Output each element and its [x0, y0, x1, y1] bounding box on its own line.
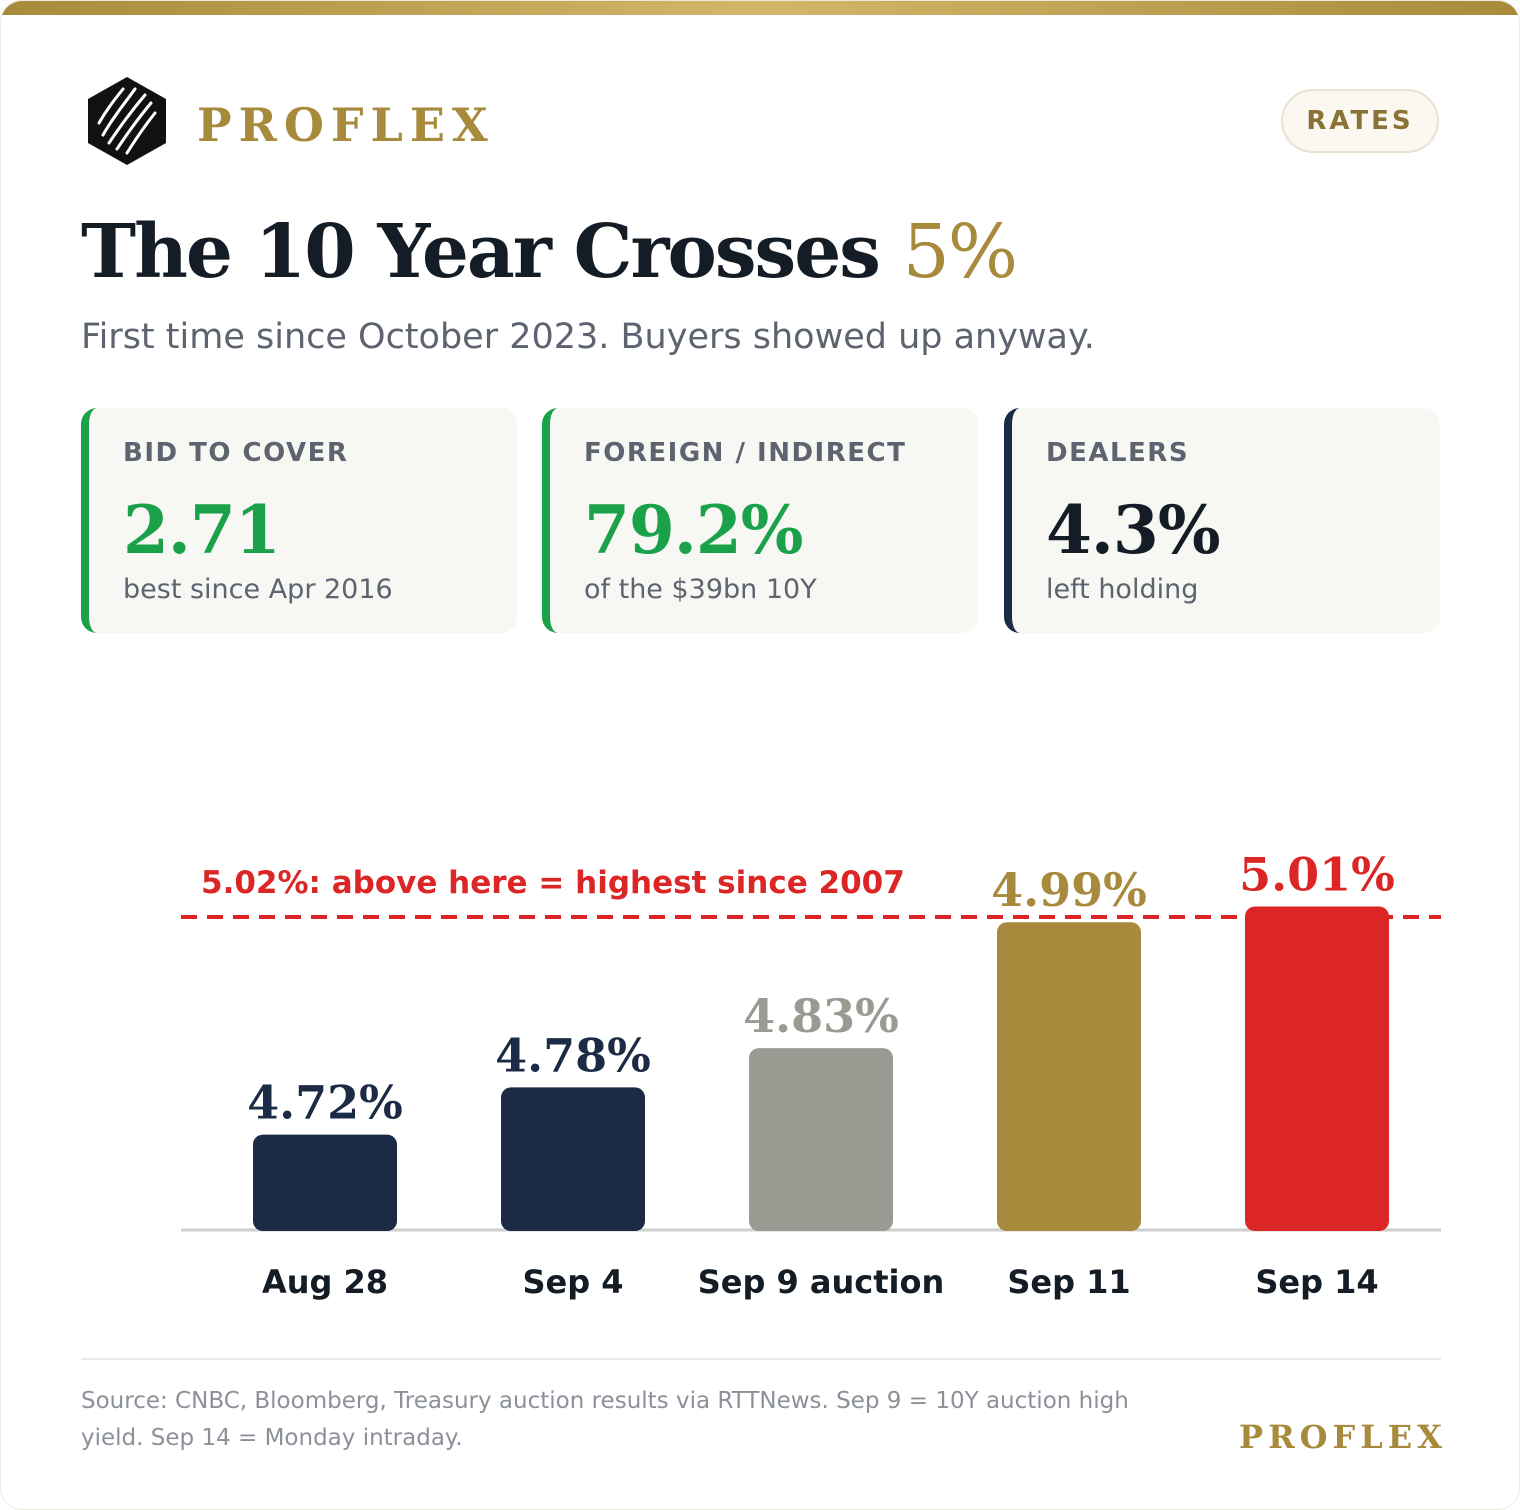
bar-value-label: 4.72%	[247, 1076, 403, 1130]
source-note: Source: CNBC, Bloomberg, Treasury auctio…	[81, 1388, 1129, 1451]
page-subtitle: First time since October 2023. Buyers sh…	[81, 317, 1095, 357]
stat-card-foreign-indirect: FOREIGN / INDIRECT 79.2% of the $39bn 10…	[542, 408, 978, 633]
stat-value: 2.71	[123, 491, 281, 569]
stat-label: DEALERS	[1046, 438, 1190, 468]
bar-1	[253, 1134, 397, 1231]
title-accent: 5%	[902, 209, 1018, 295]
stat-note: left holding	[1046, 574, 1199, 605]
bar-value-label: 4.78%	[495, 1028, 651, 1082]
stat-label: FOREIGN / INDIRECT	[584, 438, 907, 468]
category-label: Sep 14	[1255, 1263, 1378, 1301]
category-label: Sep 9 auction	[698, 1263, 945, 1301]
brand-name: PROFLEX	[197, 98, 495, 152]
category-tag: RATES	[1281, 89, 1439, 153]
title-main: The 10 Year Crosses	[81, 209, 881, 295]
category-label: Aug 28	[262, 1263, 388, 1301]
stat-card-dealers: DEALERS 4.3% left holding	[1004, 408, 1440, 633]
bar-4	[997, 922, 1141, 1231]
page-title: The 10 Year Crosses 5%	[81, 207, 1018, 297]
footer-brand: PROFLEX	[1239, 1418, 1447, 1456]
stat-card-bid-to-cover: BID TO COVER 2.71 best since Apr 2016	[81, 408, 517, 633]
category-label: Sep 11	[1007, 1263, 1130, 1301]
bar-3	[749, 1048, 893, 1231]
stat-value: 79.2%	[584, 491, 803, 569]
stat-note: best since Apr 2016	[123, 574, 393, 605]
top-accent-bar	[1, 1, 1519, 15]
bar-value-label: 5.01%	[1239, 847, 1395, 901]
footer-divider	[81, 1358, 1441, 1360]
category-label: Sep 4	[522, 1263, 623, 1301]
reference-line-label: 5.02%: above here = highest since 2007	[201, 865, 905, 901]
bar-value-label: 4.83%	[743, 989, 899, 1043]
bar-value-label: 4.99%	[991, 863, 1147, 917]
bar-5	[1245, 906, 1389, 1231]
stat-value: 4.3%	[1046, 491, 1221, 569]
stat-note: of the $39bn 10Y	[584, 574, 817, 605]
bar-2	[501, 1087, 645, 1231]
stat-label: BID TO COVER	[123, 438, 349, 468]
proflex-logo-icon	[88, 77, 166, 165]
yield-bar-chart: 4.72% Aug 28 4.78% Sep 4 4.83% Sep 9 auction 4…	[181, 847, 1441, 1301]
